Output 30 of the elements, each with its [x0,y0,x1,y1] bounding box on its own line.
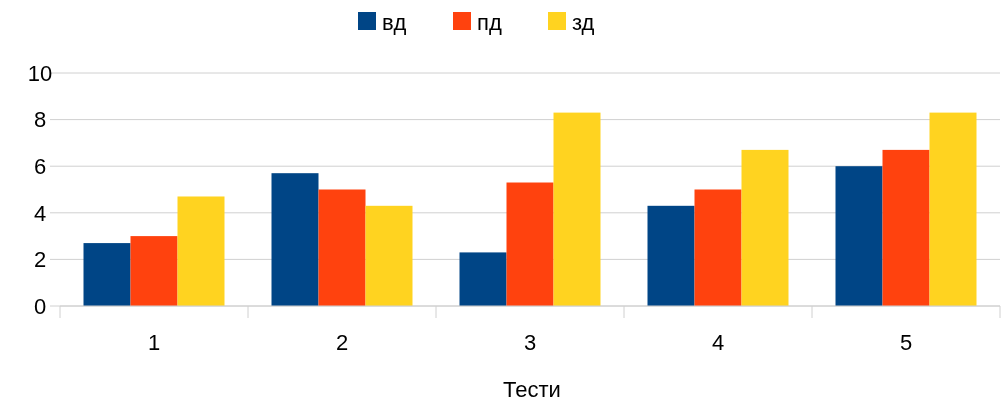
bar [835,166,883,306]
x-tick-label: 5 [899,330,913,355]
x-tick-label: 1 [147,330,161,355]
bar [694,189,742,306]
bar [83,243,131,306]
bar [647,205,695,306]
bar [271,173,319,306]
y-tick-label: 0 [33,293,47,319]
y-tick-label: 2 [33,247,47,273]
bar [882,149,930,306]
bar [130,236,178,306]
y-tick-label: 6 [33,153,47,179]
y-tick-label: 8 [33,107,47,133]
x-tick-label: 3 [523,330,537,355]
bar [741,149,789,306]
legend-label: вд [382,9,407,35]
legend-label: пд [477,9,502,35]
x-axis-title: Тести [503,377,561,402]
x-tick-label: 4 [711,330,725,355]
bar [459,252,507,306]
bar [506,182,554,306]
bar [365,205,413,306]
y-tick-label: 10 [27,60,53,86]
y-tick-label: 4 [33,200,47,226]
legend-label: зд [572,9,595,35]
bar [318,189,366,306]
bar [553,112,601,306]
bar [929,112,977,306]
bar [177,196,225,306]
x-tick-label: 2 [335,330,349,355]
